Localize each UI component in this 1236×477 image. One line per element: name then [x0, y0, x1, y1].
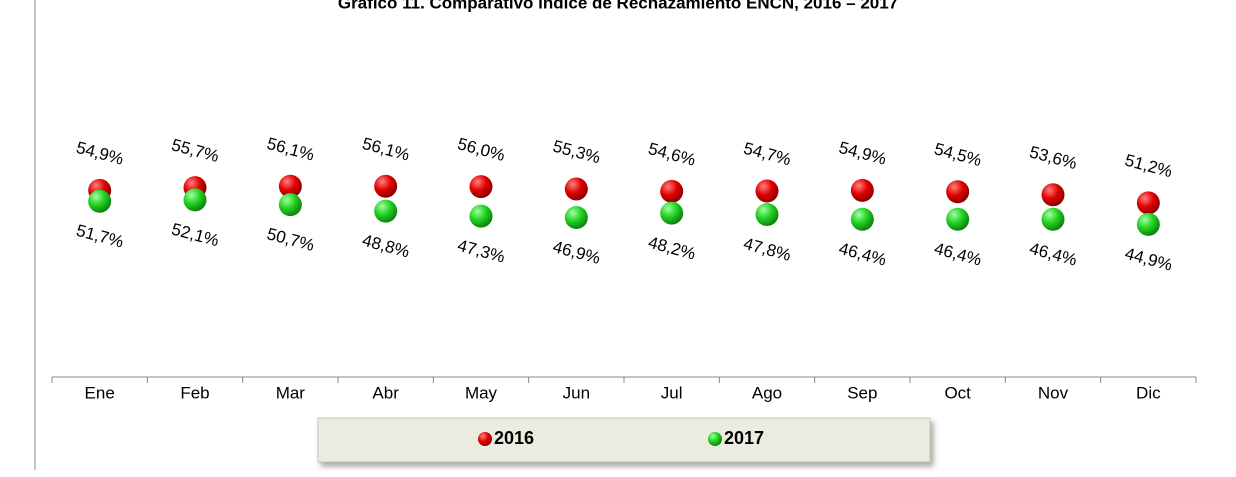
x-tick-label: Mar	[276, 383, 306, 402]
data-label: 44,9%	[1123, 244, 1174, 275]
dot	[660, 179, 684, 203]
dot	[183, 188, 207, 212]
legend-label: 2016	[494, 428, 534, 448]
dot	[850, 207, 874, 231]
dot	[755, 202, 779, 226]
data-label: 46,9%	[551, 237, 602, 268]
data-label: 50,7%	[265, 224, 316, 255]
data-label: 54,5%	[932, 139, 983, 170]
dot	[660, 201, 684, 225]
data-label: 46,4%	[837, 239, 888, 270]
data-label: 52,1%	[170, 219, 221, 250]
dot	[564, 206, 588, 230]
legend-marker	[708, 432, 722, 446]
x-tick-label: Feb	[180, 383, 209, 402]
data-label: 47,8%	[742, 234, 793, 265]
data-label: 55,7%	[170, 135, 221, 166]
data-label: 54,9%	[837, 138, 888, 169]
data-label: 51,7%	[74, 221, 125, 252]
data-label: 55,3%	[551, 137, 602, 168]
dot	[278, 174, 302, 198]
x-tick-label: Abr	[372, 383, 399, 402]
dot	[755, 179, 779, 203]
data-label: 48,2%	[646, 233, 697, 264]
x-tick-label: Jul	[661, 383, 683, 402]
data-label: 54,7%	[742, 139, 793, 170]
dot	[564, 177, 588, 201]
legend	[317, 417, 931, 463]
data-label: 46,4%	[1028, 239, 1079, 270]
x-tick-label: Dic	[1136, 383, 1161, 402]
dot	[374, 174, 398, 198]
data-label: 51,2%	[1123, 151, 1174, 182]
dot	[1041, 207, 1065, 231]
x-tick-label: Nov	[1038, 383, 1069, 402]
dot	[469, 204, 493, 228]
legend-marker	[478, 432, 492, 446]
dot	[88, 189, 112, 213]
data-label: 56,1%	[360, 134, 411, 165]
dot	[1136, 191, 1160, 215]
dot	[946, 207, 970, 231]
dot	[1041, 183, 1065, 207]
data-label: 46,4%	[932, 239, 983, 270]
x-tick-label: Ene	[85, 383, 115, 402]
legend-label: 2017	[724, 428, 764, 448]
data-label: 56,1%	[265, 134, 316, 165]
data-label: 56,0%	[456, 134, 507, 165]
dot	[469, 175, 493, 199]
x-tick-label: Sep	[847, 383, 877, 402]
x-tick-label: Jun	[563, 383, 590, 402]
x-tick-label: May	[465, 383, 498, 402]
data-label: 54,9%	[74, 138, 125, 169]
dot	[374, 199, 398, 223]
dot	[1136, 212, 1160, 236]
data-label: 53,6%	[1028, 142, 1079, 173]
x-tick-label: Ago	[752, 383, 782, 402]
dot	[278, 193, 302, 217]
data-label: 54,6%	[646, 139, 697, 170]
x-tick-label: Oct	[944, 383, 971, 402]
dot	[850, 178, 874, 202]
data-label: 47,3%	[456, 236, 507, 267]
dot	[946, 180, 970, 204]
data-label: 48,8%	[360, 231, 411, 262]
chart-title: Gráfico 11. Comparativo índice de Rechaz…	[338, 0, 898, 12]
